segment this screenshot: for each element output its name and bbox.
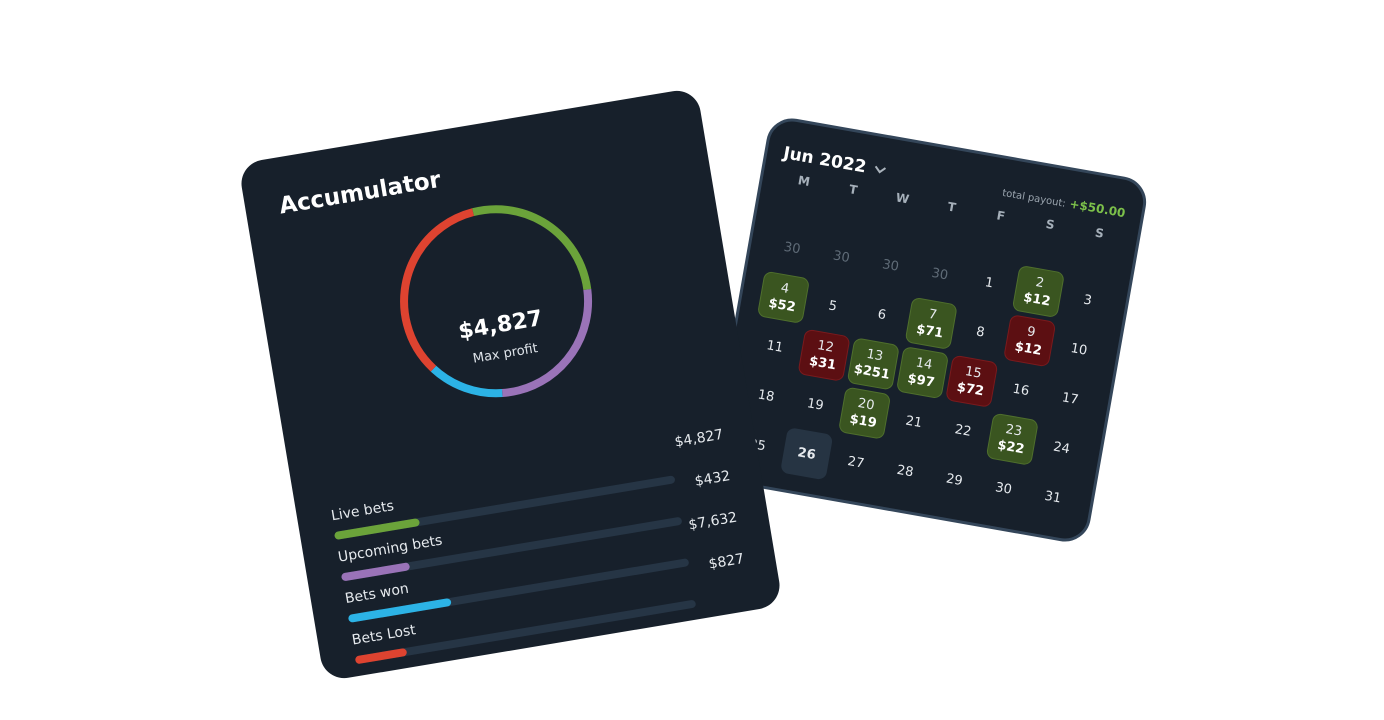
day-cell[interactable]: 3 xyxy=(1061,274,1114,327)
day-number: 30 xyxy=(782,239,802,257)
day-cell[interactable]: 20 $19 xyxy=(837,386,892,440)
stat-label: Live bets xyxy=(329,498,396,525)
day-number: 21 xyxy=(904,413,924,431)
donut-segment xyxy=(400,205,593,398)
day-cell[interactable]: 19 xyxy=(789,378,842,431)
day-cell[interactable]: 30 xyxy=(815,230,868,283)
day-cell[interactable]: 6 xyxy=(855,288,908,341)
day-number: 4 xyxy=(779,280,791,298)
day-number: 5 xyxy=(827,297,839,315)
donut xyxy=(400,205,593,398)
progress-fill xyxy=(340,562,411,582)
day-cell[interactable]: 13 $251 xyxy=(846,337,900,391)
day-number: 13 xyxy=(865,346,885,365)
day-cell[interactable]: 7 $71 xyxy=(904,296,958,351)
day-cell[interactable]: 11 xyxy=(748,320,801,373)
day-number: 24 xyxy=(1052,439,1071,457)
day-number: 7 xyxy=(927,306,939,324)
day-number: 17 xyxy=(1060,389,1080,408)
day-cell[interactable]: 26 xyxy=(780,427,834,481)
day-number: 30 xyxy=(831,247,851,266)
day-amount: $22 xyxy=(996,437,1026,458)
accumulator-card: Accumulator $4,827 Max profit Live bets $… xyxy=(237,87,784,682)
stat-amount: $4,827 xyxy=(673,426,725,451)
day-amount: $72 xyxy=(955,379,985,400)
day-cell[interactable]: 4 $52 xyxy=(756,270,811,324)
day-cell[interactable]: 15 $72 xyxy=(945,354,999,408)
day-cell[interactable]: 29 xyxy=(928,453,981,506)
day-number: 30 xyxy=(881,256,901,275)
day-cell[interactable]: 10 xyxy=(1052,323,1105,376)
chevron[interactable] xyxy=(873,165,886,175)
day-cell[interactable]: 28 xyxy=(879,444,932,497)
day-amount: $52 xyxy=(767,295,797,316)
day-number: 31 xyxy=(1043,488,1063,506)
day-number: 8 xyxy=(975,323,986,341)
day-number: 3 xyxy=(1082,292,1093,309)
day-number: 30 xyxy=(930,265,950,283)
day-number: 11 xyxy=(765,337,785,356)
calendar-header: Jun 2022 total payout: +$50.00 xyxy=(781,138,1128,228)
day-cell[interactable]: 2 $12 xyxy=(1011,264,1066,319)
day-number: 23 xyxy=(1004,422,1024,440)
calendar-grid: M T W T F S S 30 30 30 30 1 2 $12 3 4 $52 5 6 7 $71 8 9 $12 10 11… xyxy=(728,170,1122,526)
day-cell[interactable]: 8 xyxy=(954,305,1007,358)
day-number: 14 xyxy=(914,355,934,374)
day-number: 2 xyxy=(1034,275,1046,292)
day-cell[interactable]: 30 xyxy=(913,247,966,300)
day-amount: $31 xyxy=(807,353,838,374)
day-number: 26 xyxy=(796,444,817,463)
day-number: 16 xyxy=(1011,381,1031,399)
day-cell[interactable]: 30 xyxy=(766,221,819,274)
day-cell[interactable]: 17 xyxy=(1044,372,1097,425)
day-number: 15 xyxy=(963,364,983,382)
day-amount: $19 xyxy=(848,411,878,432)
day-amount: $12 xyxy=(1022,290,1052,310)
day-number: 30 xyxy=(994,479,1014,498)
day-cell[interactable]: 12 $31 xyxy=(797,328,851,382)
day-cell[interactable]: 30 xyxy=(977,462,1030,515)
day-amount: $12 xyxy=(1013,339,1043,359)
day-cell[interactable]: 14 $97 xyxy=(895,345,950,400)
day-number: 27 xyxy=(846,453,866,472)
day-cell[interactable]: 9 $12 xyxy=(1003,314,1057,368)
day-cell[interactable]: 21 xyxy=(887,395,940,448)
payout-value: +$50.00 xyxy=(1068,196,1127,221)
calendar-card: Jun 2022 total payout: +$50.00 M T W T F S S 30 3… xyxy=(706,114,1151,546)
day-number: 29 xyxy=(944,470,964,489)
day-number: 20 xyxy=(856,395,876,414)
payout-label: total payout: xyxy=(1001,187,1067,210)
card-title: Accumulator xyxy=(277,166,443,220)
day-number: 18 xyxy=(756,386,776,405)
progress-fill xyxy=(354,647,408,665)
day-number: 9 xyxy=(1025,324,1037,341)
day-cell[interactable]: 27 xyxy=(829,436,882,489)
day-cell[interactable]: 31 xyxy=(1026,470,1079,523)
day-cell[interactable]: 16 xyxy=(994,363,1047,416)
day-amount: $71 xyxy=(915,321,945,342)
day-cell[interactable]: 30 xyxy=(864,239,917,292)
day-cell[interactable]: 23 $22 xyxy=(985,412,1039,466)
day-amount: $251 xyxy=(852,361,891,383)
day-number: 28 xyxy=(895,462,915,480)
day-number: 1 xyxy=(983,274,995,291)
day-number: 19 xyxy=(805,395,825,414)
donut-segment xyxy=(400,205,593,398)
day-number: 12 xyxy=(816,338,835,356)
day-cell[interactable]: 24 xyxy=(1035,421,1088,474)
day-number: 22 xyxy=(953,421,973,440)
day-cell[interactable]: 1 xyxy=(962,256,1015,309)
day-number: 10 xyxy=(1069,340,1089,359)
day-cell[interactable]: 22 xyxy=(936,404,989,457)
day-amount: $97 xyxy=(906,371,936,391)
day-cell[interactable]: 5 xyxy=(806,279,859,332)
day-number: 6 xyxy=(876,306,888,323)
